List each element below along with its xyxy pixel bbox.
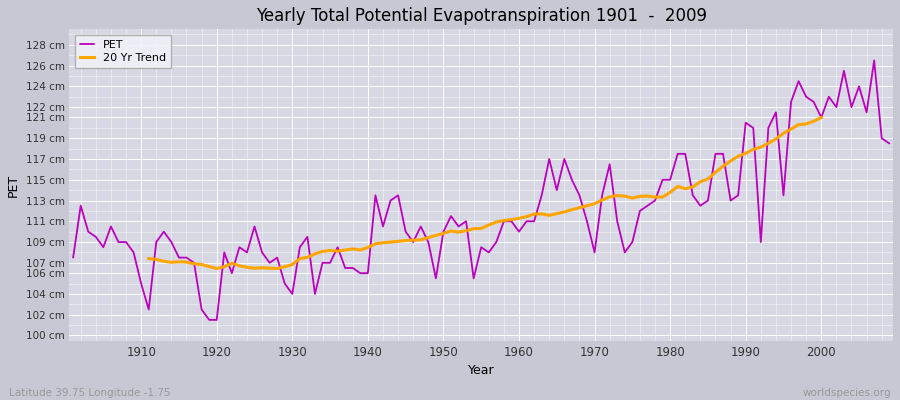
Text: worldspecies.org: worldspecies.org [803, 388, 891, 398]
Line: 20 Yr Trend: 20 Yr Trend [148, 118, 822, 268]
Y-axis label: PET: PET [7, 173, 20, 196]
20 Yr Trend [725, 158, 736, 163]
PET [514, 229, 525, 234]
X-axis label: Year: Year [468, 364, 494, 377]
20 Yr Trend [619, 194, 630, 198]
20 Yr Trend [143, 256, 154, 261]
20 Yr Trend [793, 122, 804, 127]
Legend: PET, 20 Yr Trend: PET, 20 Yr Trend [75, 35, 171, 68]
PET [884, 141, 895, 146]
20 Yr Trend [816, 115, 827, 120]
PET [128, 250, 139, 255]
20 Yr Trend [710, 170, 721, 175]
PET [68, 255, 78, 260]
Title: Yearly Total Potential Evapotranspiration 1901  -  2009: Yearly Total Potential Evapotranspiratio… [256, 7, 706, 25]
PET [612, 219, 623, 224]
Text: Latitude 39.75 Longitude -1.75: Latitude 39.75 Longitude -1.75 [9, 388, 171, 398]
20 Yr Trend [241, 265, 252, 270]
PET [868, 58, 879, 63]
20 Yr Trend [355, 248, 365, 252]
PET [302, 234, 313, 239]
20 Yr Trend [212, 266, 222, 271]
PET [203, 318, 214, 322]
PET [521, 219, 532, 224]
PET [347, 266, 358, 270]
Line: PET: PET [73, 60, 889, 320]
